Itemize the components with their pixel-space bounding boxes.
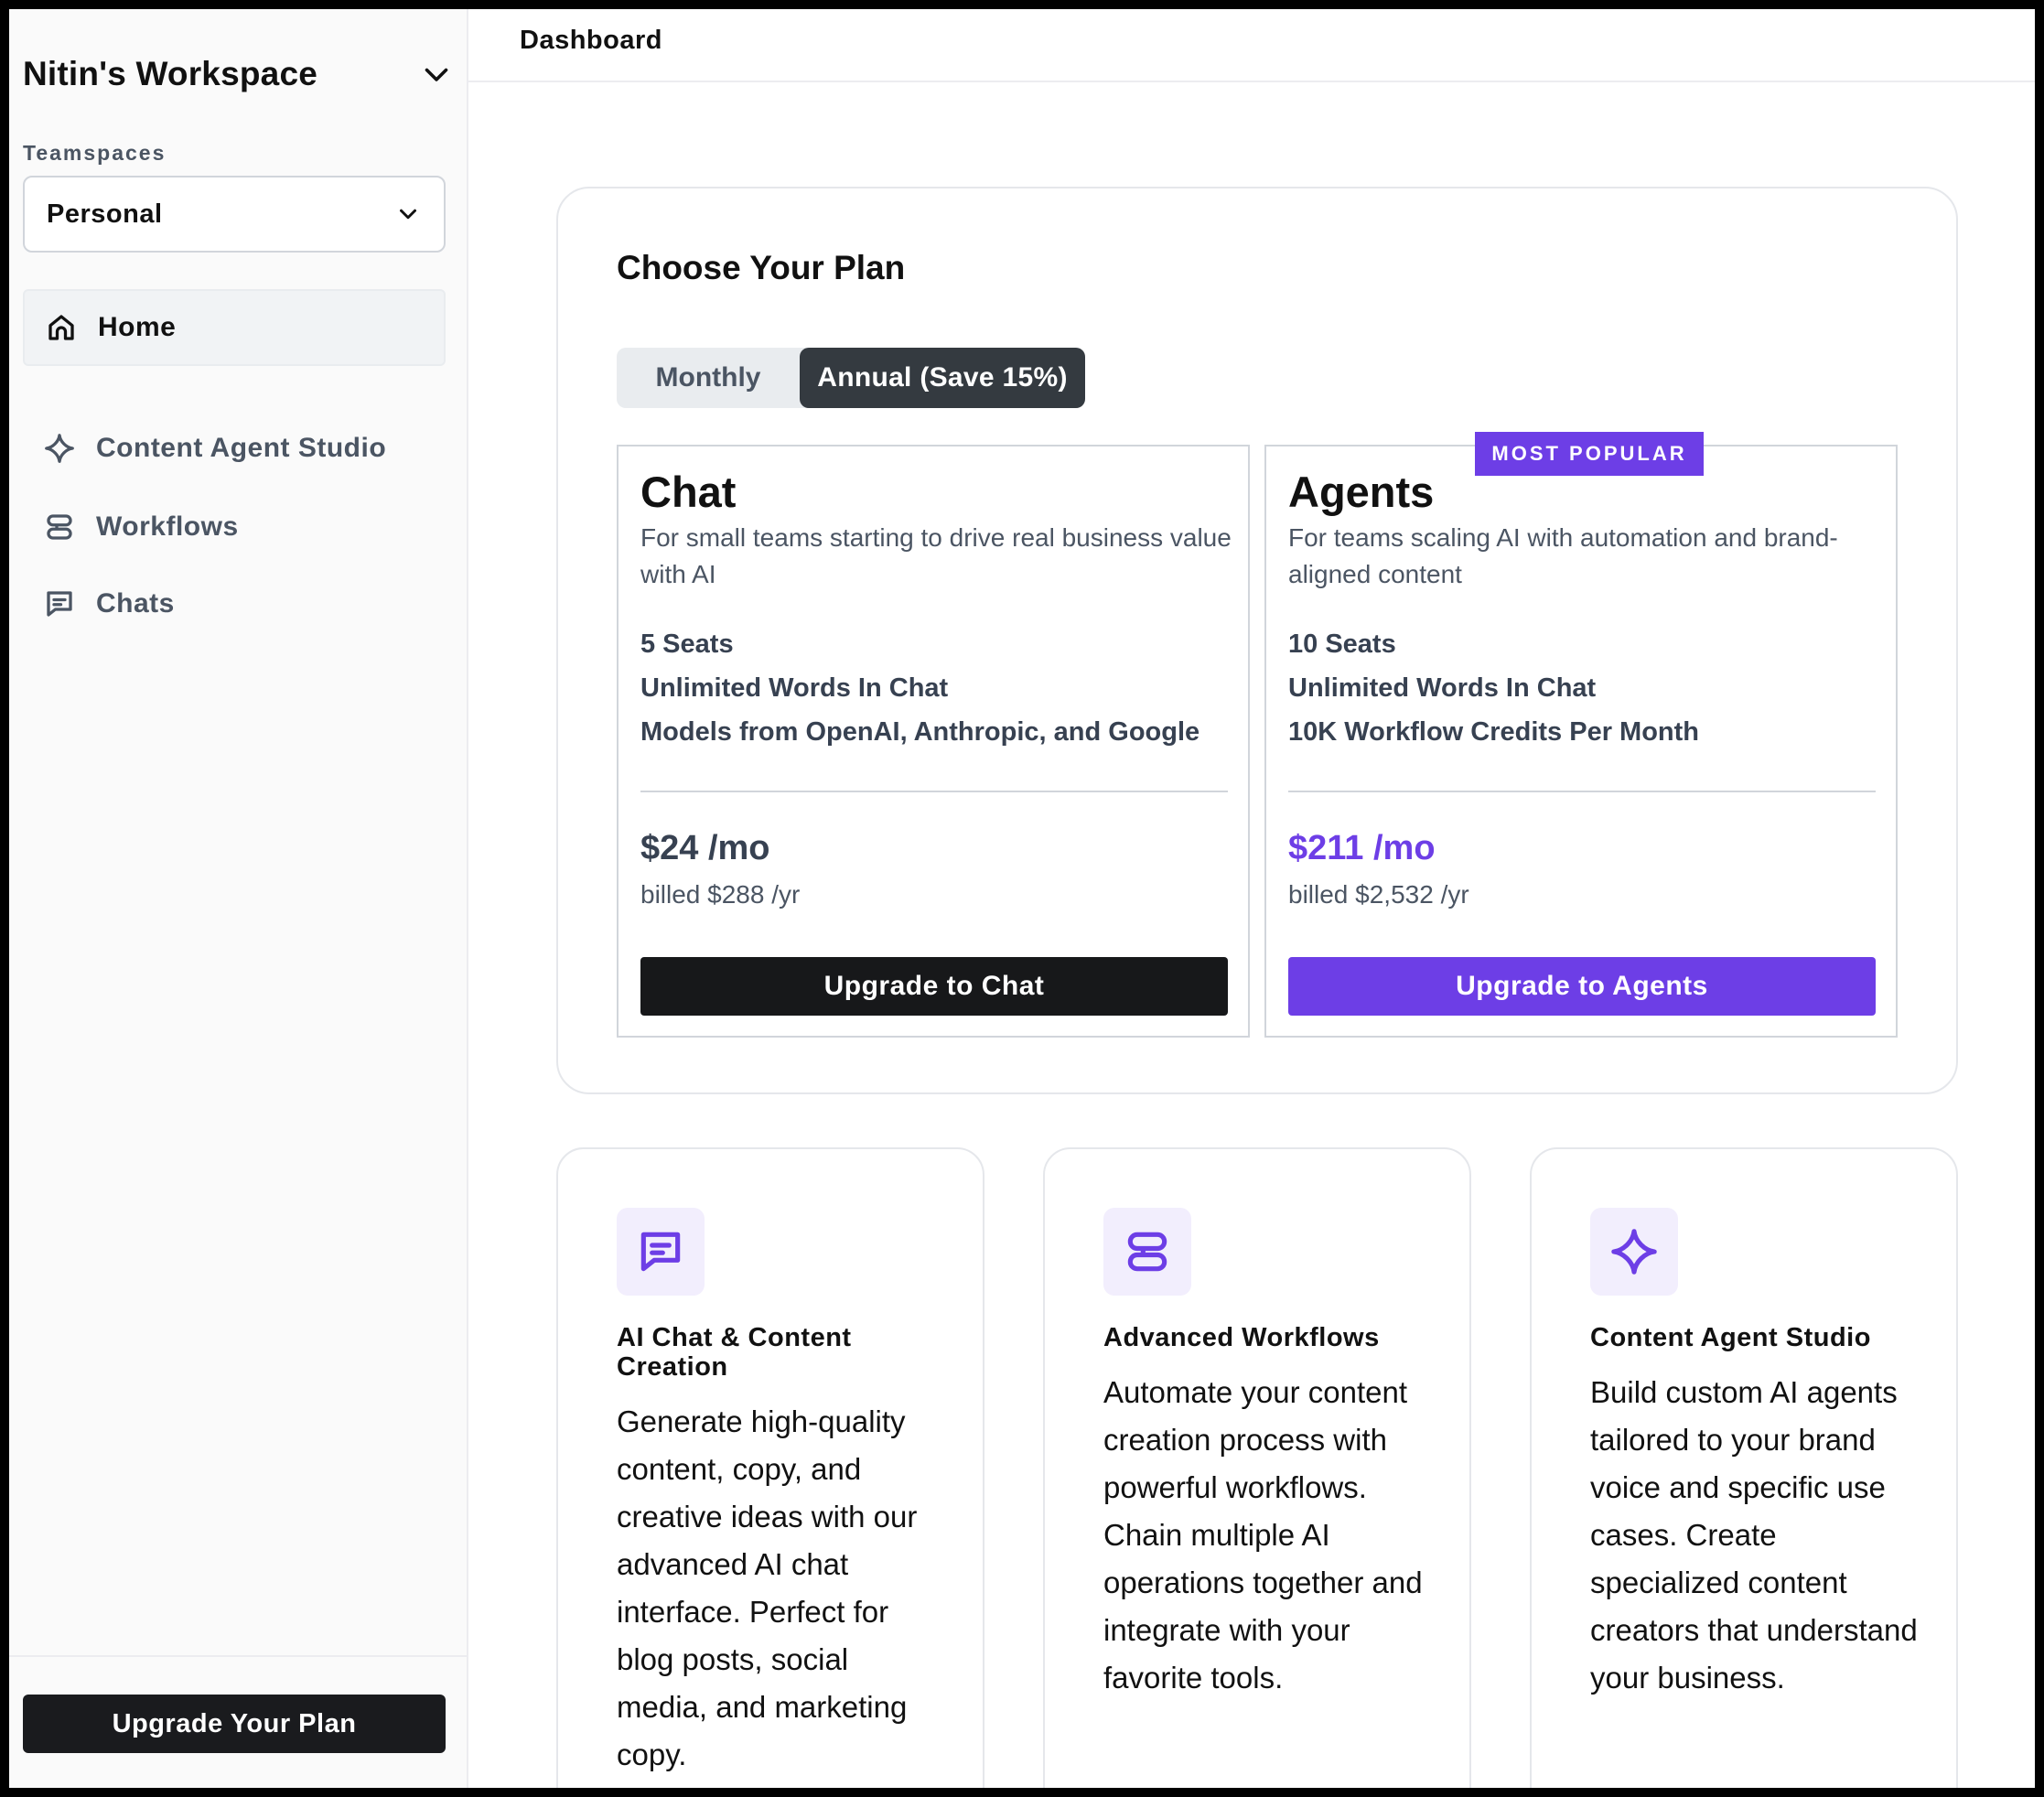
chat-icon	[640, 1232, 681, 1272]
chat-icon	[47, 591, 72, 617]
teamspace-selected-value: Personal	[47, 199, 163, 229]
sidebar-item-chats[interactable]: Chats	[23, 572, 446, 636]
feature-card-ai-chat: AI Chat & Content Creation Generate high…	[556, 1147, 984, 1788]
tier-feature: Unlimited Words In Chat	[640, 673, 949, 703]
app-window: Nitin's Workspace Teamspaces Personal Ho…	[9, 9, 2035, 1788]
teamspaces-label: Teamspaces	[23, 141, 167, 165]
upgrade-your-plan-button[interactable]: Upgrade Your Plan	[23, 1695, 446, 1753]
feature-title: Advanced Workflows	[1103, 1323, 1380, 1352]
sidebar-item-content-agent-studio[interactable]: Content Agent Studio	[23, 416, 446, 480]
sparkle-icon	[1611, 1229, 1657, 1275]
feature-card-content-agent-studio: Content Agent Studio Build custom AI age…	[1530, 1147, 1958, 1788]
tier-billed-amount: billed $2,532 /yr	[1288, 880, 1469, 909]
upgrade-to-agents-button[interactable]: Upgrade to Agents	[1288, 957, 1876, 1016]
feature-card-workflows: Advanced Workflows Automate your content…	[1043, 1147, 1471, 1788]
feature-description: Generate high-quality content, copy, and…	[617, 1404, 918, 1771]
workflow-icon	[1127, 1232, 1167, 1272]
sparkle-icon	[45, 434, 74, 463]
home-icon	[48, 315, 74, 340]
sidebar-item-label: Workflows	[96, 511, 239, 542]
tier-feature: 10K Workflow Credits Per Month	[1288, 717, 1700, 747]
sidebar: Nitin's Workspace Teamspaces Personal Ho…	[9, 9, 468, 1788]
billing-option-monthly[interactable]: Monthly	[655, 362, 761, 393]
feature-icon-container	[1590, 1208, 1678, 1296]
sidebar-item-label: Content Agent Studio	[96, 433, 387, 463]
tier-description: For teams scaling AI with automation and…	[1288, 523, 1838, 588]
chevron-down-icon	[400, 209, 416, 220]
chevron-down-icon	[425, 68, 448, 81]
top-bar: Dashboard	[468, 9, 2035, 82]
tier-name: Chat	[640, 468, 737, 516]
feature-description: Automate your content creation process w…	[1103, 1375, 1423, 1695]
sidebar-item-home[interactable]: Home	[23, 289, 446, 366]
page-title: Dashboard	[520, 26, 662, 55]
workspace-switcher[interactable]: Nitin's Workspace	[23, 44, 453, 104]
divider	[1288, 791, 1876, 792]
feature-icon-container	[1103, 1208, 1191, 1296]
tier-feature: Unlimited Words In Chat	[1288, 673, 1597, 703]
plan-tier-agents: Agents For teams scaling AI with automat…	[1264, 445, 1898, 1038]
plan-tier-chat: Chat For small teams starting to drive r…	[617, 445, 1250, 1038]
tier-feature: 5 Seats	[640, 629, 734, 659]
billing-toggle: Monthly Annual (Save 15%)	[617, 348, 1085, 408]
tier-billed-amount: billed $288 /yr	[640, 880, 801, 909]
tier-name: Agents	[1288, 468, 1435, 516]
workspace-name: Nitin's Workspace	[23, 55, 318, 92]
tier-price: $24 /mo	[640, 829, 770, 867]
divider	[9, 1655, 468, 1657]
upgrade-to-chat-button[interactable]: Upgrade to Chat	[640, 957, 1228, 1016]
feature-title: AI Chat & Content Creation	[617, 1323, 852, 1382]
tier-feature: Models from OpenAI, Anthropic, and Googl…	[640, 717, 1200, 747]
plan-chooser-card: Choose Your Plan Monthly Annual (Save 15…	[556, 187, 1958, 1094]
sidebar-item-workflows[interactable]: Workflows	[23, 495, 446, 559]
most-popular-badge: MOST POPULAR	[1475, 432, 1704, 476]
tier-description: For small teams starting to drive real b…	[640, 523, 1232, 588]
divider	[640, 791, 1228, 792]
tier-feature: 10 Seats	[1288, 629, 1396, 659]
tier-price: $211 /mo	[1288, 829, 1436, 867]
feature-description: Build custom AI agents tailored to your …	[1590, 1375, 1918, 1695]
teamspace-select[interactable]: Personal	[23, 176, 446, 253]
feature-title: Content Agent Studio	[1590, 1323, 1871, 1352]
billing-option-annual[interactable]: Annual (Save 15%)	[800, 348, 1085, 408]
feature-icon-container	[617, 1208, 705, 1296]
plan-heading: Choose Your Plan	[617, 249, 906, 286]
sidebar-item-label: Home	[98, 312, 177, 342]
workflow-icon	[47, 514, 72, 540]
sidebar-item-label: Chats	[96, 588, 175, 619]
